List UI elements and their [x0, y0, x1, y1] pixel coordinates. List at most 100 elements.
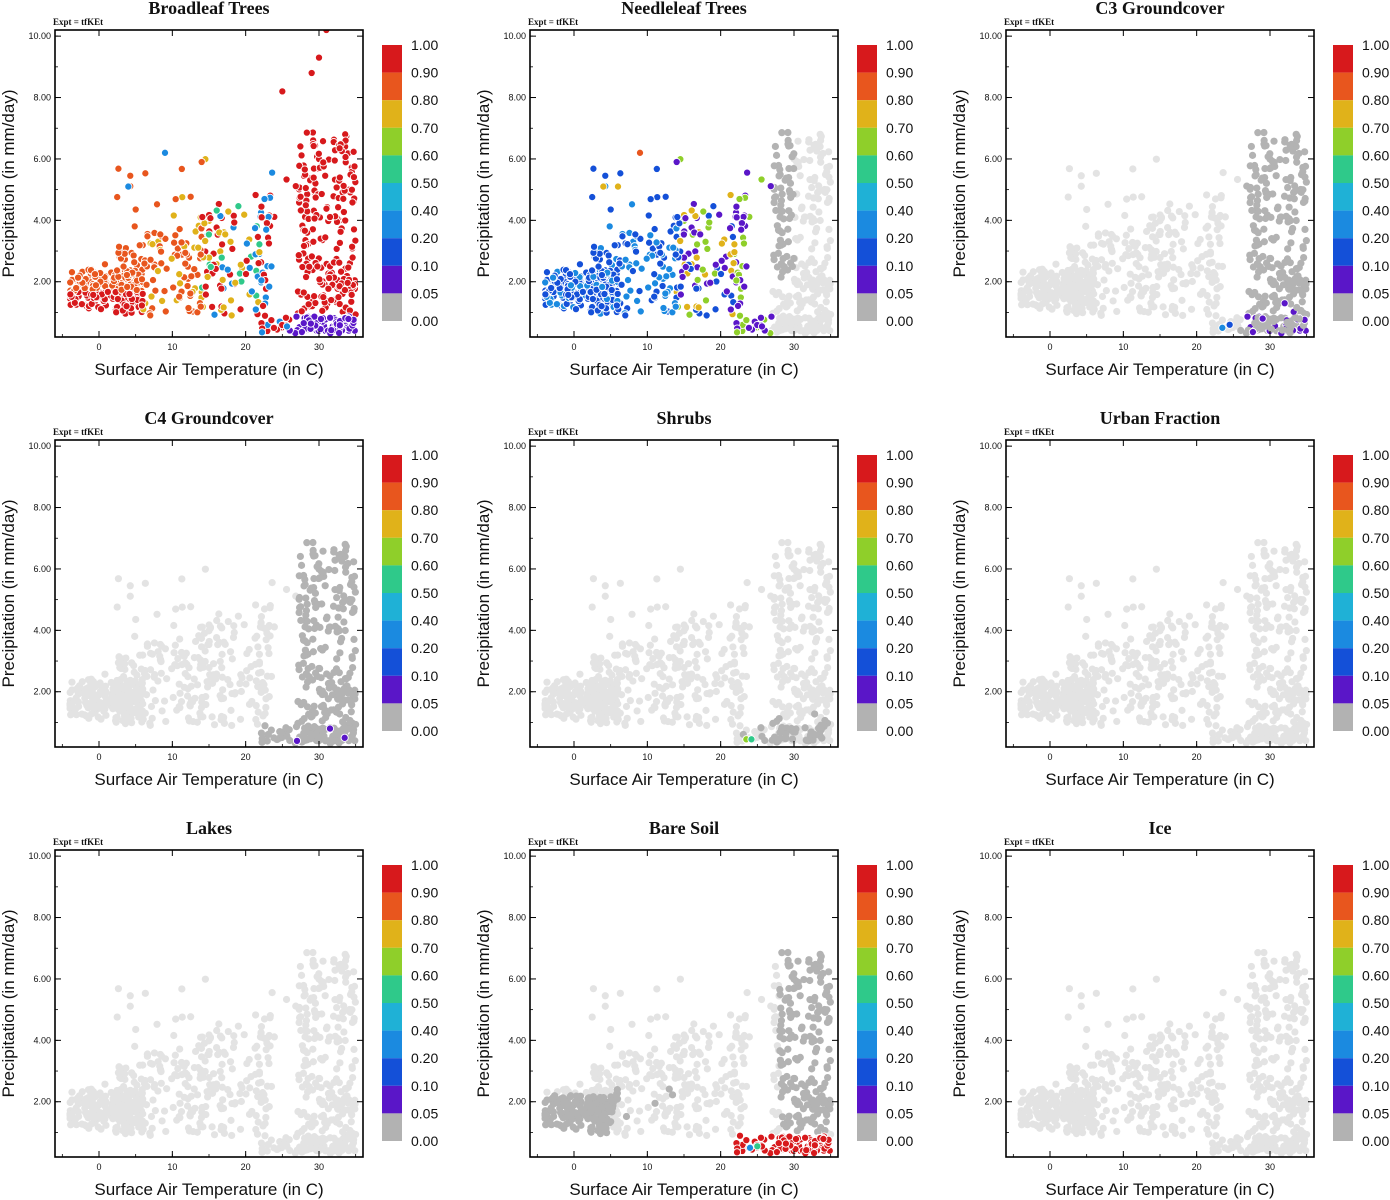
scatter-point — [315, 560, 323, 568]
scatter-point — [302, 683, 310, 691]
scatter-point — [301, 575, 309, 584]
scatter-point — [1123, 195, 1131, 203]
scatter-point — [1262, 179, 1271, 187]
colorbar-swatch — [382, 537, 402, 566]
scatter-point — [1292, 136, 1301, 145]
scatter-point — [300, 698, 308, 707]
scatter-point — [305, 262, 314, 271]
scatter-point — [711, 715, 720, 723]
scatter-point — [1264, 262, 1273, 271]
scatter-point — [1285, 203, 1293, 211]
scatter-point — [1179, 245, 1187, 253]
scatter-point — [1188, 687, 1196, 696]
scatter-point — [650, 225, 659, 234]
scatter-point — [344, 314, 353, 323]
scatter-point — [1098, 702, 1107, 711]
scatter-point — [156, 247, 166, 256]
scatter-point — [773, 738, 781, 746]
colorbar-swatch — [857, 155, 877, 183]
scatter-point — [1214, 629, 1222, 637]
scatter-point — [1111, 287, 1120, 295]
scatter-point — [579, 698, 587, 706]
scatter-point — [295, 593, 304, 602]
scatter-point — [1277, 213, 1285, 221]
scatter-point — [613, 711, 621, 720]
scatter-point — [216, 622, 225, 630]
scatter-point — [656, 670, 664, 678]
x-axis-label: Surface Air Temperature (in C) — [569, 360, 798, 379]
scatter-point — [1181, 622, 1189, 630]
scatter-point — [175, 703, 183, 711]
scatter-point — [646, 195, 655, 204]
scatter-point — [1017, 688, 1025, 697]
scatter-point — [659, 714, 668, 722]
scatter-point — [1295, 315, 1303, 323]
scatter-point — [790, 275, 799, 283]
scatter-point — [825, 558, 833, 566]
scatter-point — [1152, 155, 1160, 163]
scatter-point — [757, 322, 767, 331]
scatter-point — [1049, 700, 1057, 708]
scatter-point — [336, 227, 345, 236]
scatter-point — [306, 735, 315, 743]
y-tick-label: 2.00 — [33, 687, 51, 697]
scatter-point — [1089, 711, 1097, 720]
scatter-point — [617, 691, 626, 699]
scatter-point — [178, 193, 187, 202]
scatter-point — [794, 703, 802, 711]
scatter-point — [812, 268, 820, 276]
scatter-point — [687, 206, 696, 215]
scatter-point — [340, 618, 348, 626]
scatter-point — [1164, 206, 1172, 215]
scatter-point — [823, 653, 831, 661]
scatter-point — [1074, 271, 1082, 279]
scatter-point — [137, 275, 146, 284]
scatter-point — [143, 642, 152, 650]
scatter-point — [790, 560, 798, 568]
scatter-point — [1284, 218, 1292, 226]
scatter-point — [330, 668, 338, 677]
scatter-point — [1169, 240, 1177, 248]
scatter-point — [712, 687, 720, 696]
scatter-point — [344, 673, 352, 682]
scatter-point — [773, 263, 782, 271]
scatter-point — [1287, 144, 1295, 152]
y-tick-label: 10.00 — [28, 31, 51, 41]
scatter-point — [775, 242, 783, 250]
scatter-point — [1216, 693, 1224, 701]
scatter-point — [1166, 228, 1174, 237]
scatter-point — [680, 664, 688, 672]
scatter-point — [125, 700, 134, 708]
scatter-point — [160, 287, 169, 296]
scatter-point — [588, 294, 597, 304]
scatter-point — [811, 228, 820, 236]
scatter-point — [1185, 202, 1193, 210]
scatter-point — [652, 648, 661, 657]
scatter-point — [201, 565, 209, 573]
scatter-point — [1153, 283, 1161, 291]
scatter-point — [732, 276, 741, 285]
panel-title: Urban Fraction — [1100, 408, 1221, 428]
scatter-point — [1141, 675, 1149, 683]
scatter-point — [658, 281, 667, 291]
scatter-point — [310, 723, 318, 731]
scatter-point — [589, 575, 598, 583]
scatter-point — [732, 202, 741, 211]
scatter-point — [651, 689, 659, 697]
scatter-point — [1213, 703, 1221, 712]
scatter-point — [809, 293, 818, 301]
scatter-point — [142, 280, 151, 289]
scatter-point — [335, 328, 344, 337]
scatter-point — [112, 266, 122, 275]
scatter-point — [1019, 268, 1027, 276]
colorbar: 1.000.900.800.700.600.500.400.200.100.05… — [857, 447, 913, 739]
scatter-point — [202, 693, 210, 701]
scatter-point — [785, 583, 793, 592]
scatter-point — [1064, 266, 1072, 275]
scatter-point — [1073, 302, 1082, 310]
scatter-point — [200, 629, 209, 637]
scatter-point — [590, 653, 598, 661]
scatter-point — [589, 242, 599, 251]
scatter-point — [606, 205, 615, 214]
